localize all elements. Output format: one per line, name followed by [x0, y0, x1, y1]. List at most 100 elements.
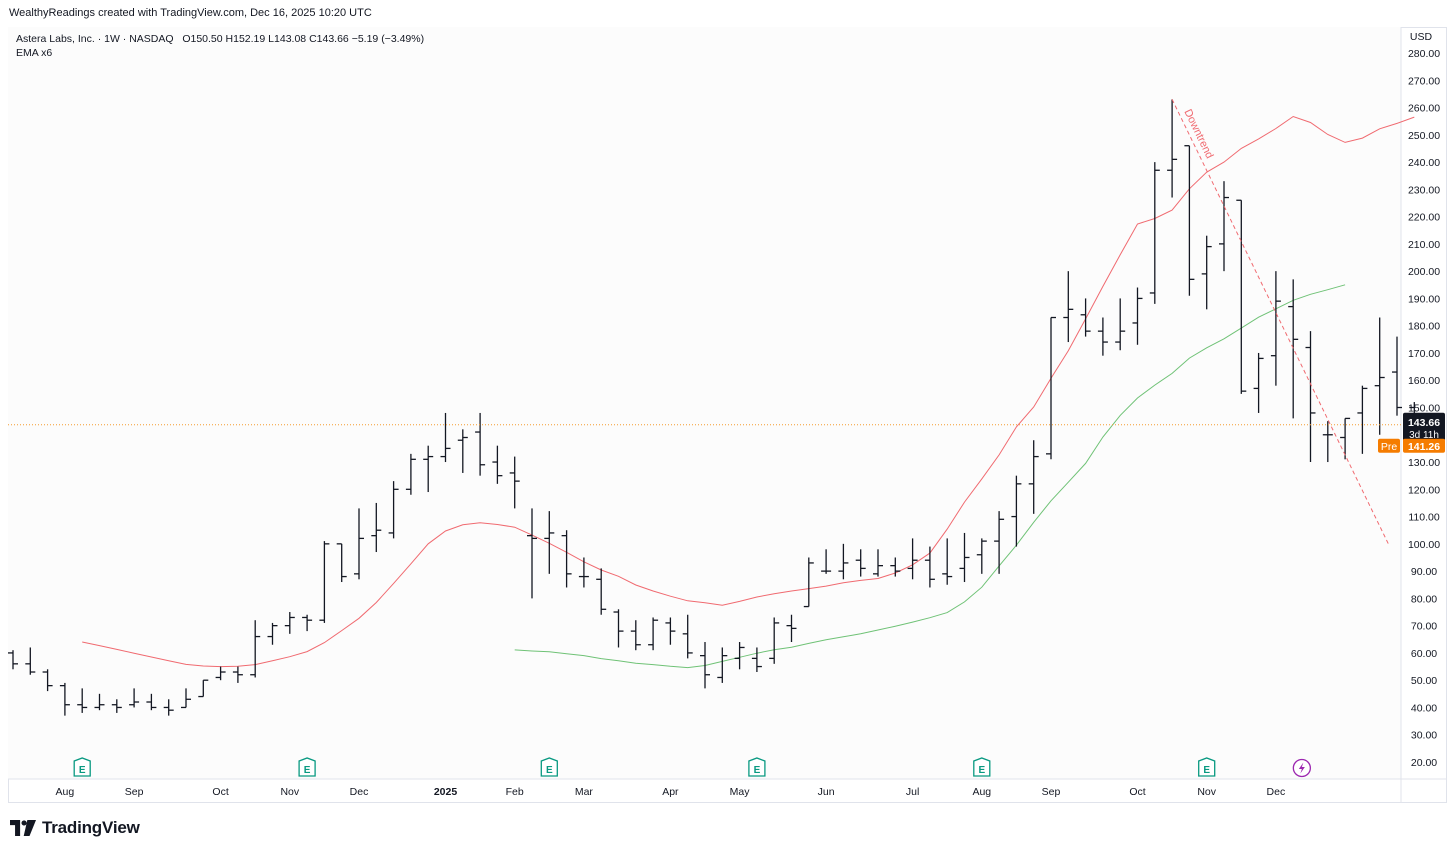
ema-slow-series — [514, 284, 1346, 669]
price-tick-label: 90.00 — [1411, 566, 1437, 578]
ohlc-bar — [838, 543, 849, 580]
ohlc-bar — [1046, 316, 1056, 460]
price-tick-label: 130.00 — [1408, 457, 1440, 469]
time-tick-label: Aug — [972, 786, 991, 798]
ohlc-bar — [111, 699, 122, 713]
tradingview-logo[interactable]: TradingView — [10, 818, 140, 838]
ohlc-bar — [578, 557, 589, 588]
ohlc-bar — [1097, 317, 1108, 356]
low-label: L — [268, 33, 275, 45]
time-tick-label: Nov — [1197, 786, 1216, 798]
price-tick-label: 30.00 — [1411, 730, 1437, 742]
ohlc-bar — [855, 549, 866, 577]
price-tick-label: 200.00 — [1408, 266, 1440, 278]
earnings-icon[interactable]: E — [1198, 757, 1216, 777]
last-price-value: 143.66 — [1408, 417, 1440, 429]
ohlc-bar — [1340, 417, 1351, 460]
ohlc-bar — [267, 622, 278, 645]
ohlc-bar — [873, 549, 883, 577]
time-tick-label: Feb — [506, 786, 524, 798]
open-value: 150.50 — [190, 33, 223, 45]
time-tick-label: Sep — [125, 786, 144, 798]
ohlc-bar — [1322, 421, 1333, 463]
currency-label[interactable]: USD — [1410, 31, 1433, 43]
symbol-legend-row[interactable]: Astera Labs, Inc. · 1W · NASDAQ O150.50 … — [16, 32, 424, 46]
ohlc-bar — [924, 546, 935, 588]
bar-countdown: 3d 11h — [1409, 430, 1439, 441]
ohlc-bar — [769, 617, 780, 664]
high-value: 152.19 — [233, 33, 266, 45]
ohlc-bar — [890, 557, 901, 577]
high-label: H — [225, 33, 234, 45]
ohlc-bar — [405, 453, 416, 495]
price-tick-label: 190.00 — [1408, 293, 1440, 305]
time-tick-label: Dec — [1267, 786, 1286, 798]
price-tick-label: 70.00 — [1411, 621, 1437, 633]
ohlc-bar — [1132, 287, 1143, 345]
ohlc-bar — [336, 543, 347, 583]
svg-text:E: E — [304, 765, 311, 776]
price-axis[interactable]: 20.00 30.00 40.00 50.00 60.00 70.00 80.00 90.00… — [1408, 48, 1440, 769]
earnings-icon[interactable]: E — [748, 757, 766, 777]
ema-slow-line — [514, 284, 1346, 669]
svg-text:E: E — [978, 765, 985, 776]
ohlc-bar — [994, 511, 1005, 574]
price-tick-label: 210.00 — [1408, 239, 1440, 251]
ohlc-bar — [700, 642, 710, 689]
price-tick-label: 180.00 — [1408, 321, 1440, 333]
ohlc-bar — [821, 549, 832, 574]
ohlc-bar — [976, 538, 987, 574]
price-tick-label: 110.00 — [1408, 512, 1439, 524]
earnings-icon[interactable]: E — [973, 757, 991, 777]
pre-label: Pre — [1381, 441, 1398, 453]
ohlc-bar — [509, 456, 520, 509]
time-tick-label: Jun — [818, 786, 835, 798]
ohlc-bar — [613, 609, 624, 648]
price-tick-label: 120.00 — [1408, 484, 1440, 496]
ohlc-bar — [198, 679, 209, 698]
symbol-title[interactable]: Astera Labs, Inc. · 1W · NASDAQ — [16, 33, 174, 45]
price-tick-label: 230.00 — [1408, 184, 1440, 196]
indicator-title[interactable]: EMA x6 — [16, 47, 53, 59]
downtrend-line[interactable] — [1171, 99, 1389, 545]
chart-credit: WealthyReadings created with TradingView… — [9, 7, 372, 19]
ohlc-bar — [786, 614, 797, 643]
change-value: −5.19 (−3.49%) — [351, 33, 425, 45]
ohlc-bar — [717, 647, 728, 683]
pre-price-value: 141.26 — [1408, 441, 1440, 453]
ohlc-bar — [215, 666, 226, 681]
ohlc-bar — [1392, 336, 1402, 416]
price-tick-label: 250.00 — [1408, 130, 1440, 142]
ohlc-bar — [648, 617, 659, 651]
ema-fast-line — [82, 115, 1415, 668]
ohlc-bar — [232, 666, 243, 683]
ohlc-bar — [77, 688, 88, 713]
price-chart[interactable]: 20.00 30.00 40.00 50.00 60.00 70.00 80.00 90.00… — [8, 27, 1447, 803]
ohlc-bar — [1167, 99, 1178, 198]
ohlc-bar — [129, 688, 140, 708]
time-axis[interactable]: Aug Sep Oct Nov Dec 2025 Feb Mar Apr May Jun Jul Aug… — [56, 786, 1286, 798]
earnings-icon[interactable]: E — [540, 757, 558, 777]
indicator-legend-row[interactable]: EMA x6 — [16, 46, 424, 60]
svg-text:E: E — [79, 765, 86, 776]
price-tick-label: 270.00 — [1408, 75, 1440, 87]
svg-text:E: E — [754, 765, 761, 776]
close-value: 143.66 — [316, 33, 349, 45]
svg-text:E: E — [1203, 765, 1210, 776]
ohlc-bar — [492, 445, 503, 484]
ohlc-bar — [1288, 279, 1299, 419]
lightning-icon[interactable] — [1292, 758, 1311, 778]
time-tick-label: Aug — [56, 786, 75, 798]
chart-legend[interactable]: Astera Labs, Inc. · 1W · NASDAQ O150.50 … — [16, 32, 424, 60]
time-tick-label: Apr — [662, 786, 679, 798]
earnings-icon[interactable]: E — [298, 757, 316, 777]
earnings-icon[interactable]: E — [73, 757, 91, 777]
ohlc-bar — [665, 617, 676, 645]
ohlc-bar — [1063, 271, 1074, 343]
ohlc-bar — [751, 647, 762, 673]
price-tick-label: 170.00 — [1408, 348, 1440, 360]
ohlc-bar — [561, 530, 572, 588]
pre-label-bg — [1378, 438, 1400, 453]
time-tick-label: Mar — [575, 786, 594, 798]
